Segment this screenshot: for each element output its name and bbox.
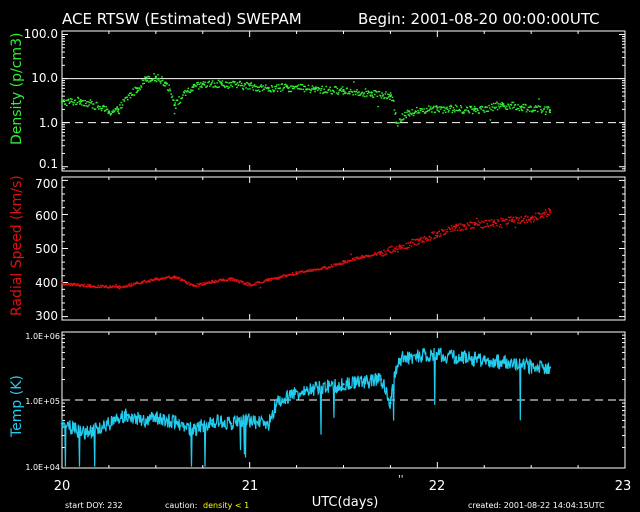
temp-ytick-label: 1.0E+04 [25, 463, 60, 472]
density-ytick-label: 100.0 [24, 27, 58, 41]
temp-data-point [342, 383, 345, 386]
speed-ytick-label: 400 [35, 276, 58, 290]
density-data-point [145, 76, 148, 79]
speed-ytick-label: 700 [35, 177, 58, 191]
start-doy: start DOY: 232 [65, 501, 123, 510]
density-data-point [117, 108, 120, 111]
density-ytick-label: 10.0 [31, 71, 58, 85]
density-data-point [154, 75, 158, 78]
density-ytick-label: 0.1 [39, 157, 58, 171]
xtick-label: 23 [615, 479, 632, 494]
speed-panel-frame [61, 176, 626, 321]
caution-text: density < 1 [203, 501, 249, 510]
begin-time: Begin: 2001-08-20 00:00:00UTC [358, 10, 600, 28]
speed-data-point [548, 209, 552, 212]
xtick-label: 22 [429, 479, 446, 494]
density-panel-frame [61, 30, 626, 172]
temp-ylabel: Temp (K) [9, 375, 25, 438]
density-ylabel: Density (p/cm3) [9, 33, 25, 145]
speed-ytick-label: 600 [35, 209, 58, 223]
midnight-marks: '' [398, 474, 404, 485]
temp-series-line [61, 347, 551, 467]
speed-ytick-label: 300 [35, 309, 58, 323]
density-data-point [173, 103, 176, 107]
chart-title: ACE RTSW (Estimated) SWEPAM [62, 10, 302, 28]
speed-ylabel: Radial Speed (km/s) [9, 175, 25, 316]
caution-label: caution: [165, 501, 197, 510]
speed-ytick-label: 500 [35, 242, 58, 256]
temp-ytick-label: 1.0E+05 [25, 397, 60, 406]
density-data-point [548, 109, 552, 112]
density-data-point [407, 110, 411, 113]
data-layer [60, 73, 552, 467]
xlabel: UTC(days) [312, 495, 379, 510]
density-series-points [62, 73, 551, 127]
xtick-label: 20 [54, 479, 71, 494]
temp-ytick-label: 1.0E+06 [25, 332, 60, 341]
speed-data-point [436, 231, 439, 235]
speed-series-points [62, 208, 551, 290]
axes-layer [61, 31, 626, 469]
created-time: created: 2001-08-22 14:04:15UTC [468, 501, 605, 510]
density-ytick-label: 1.0 [39, 116, 58, 130]
xtick-label: 21 [242, 479, 259, 494]
